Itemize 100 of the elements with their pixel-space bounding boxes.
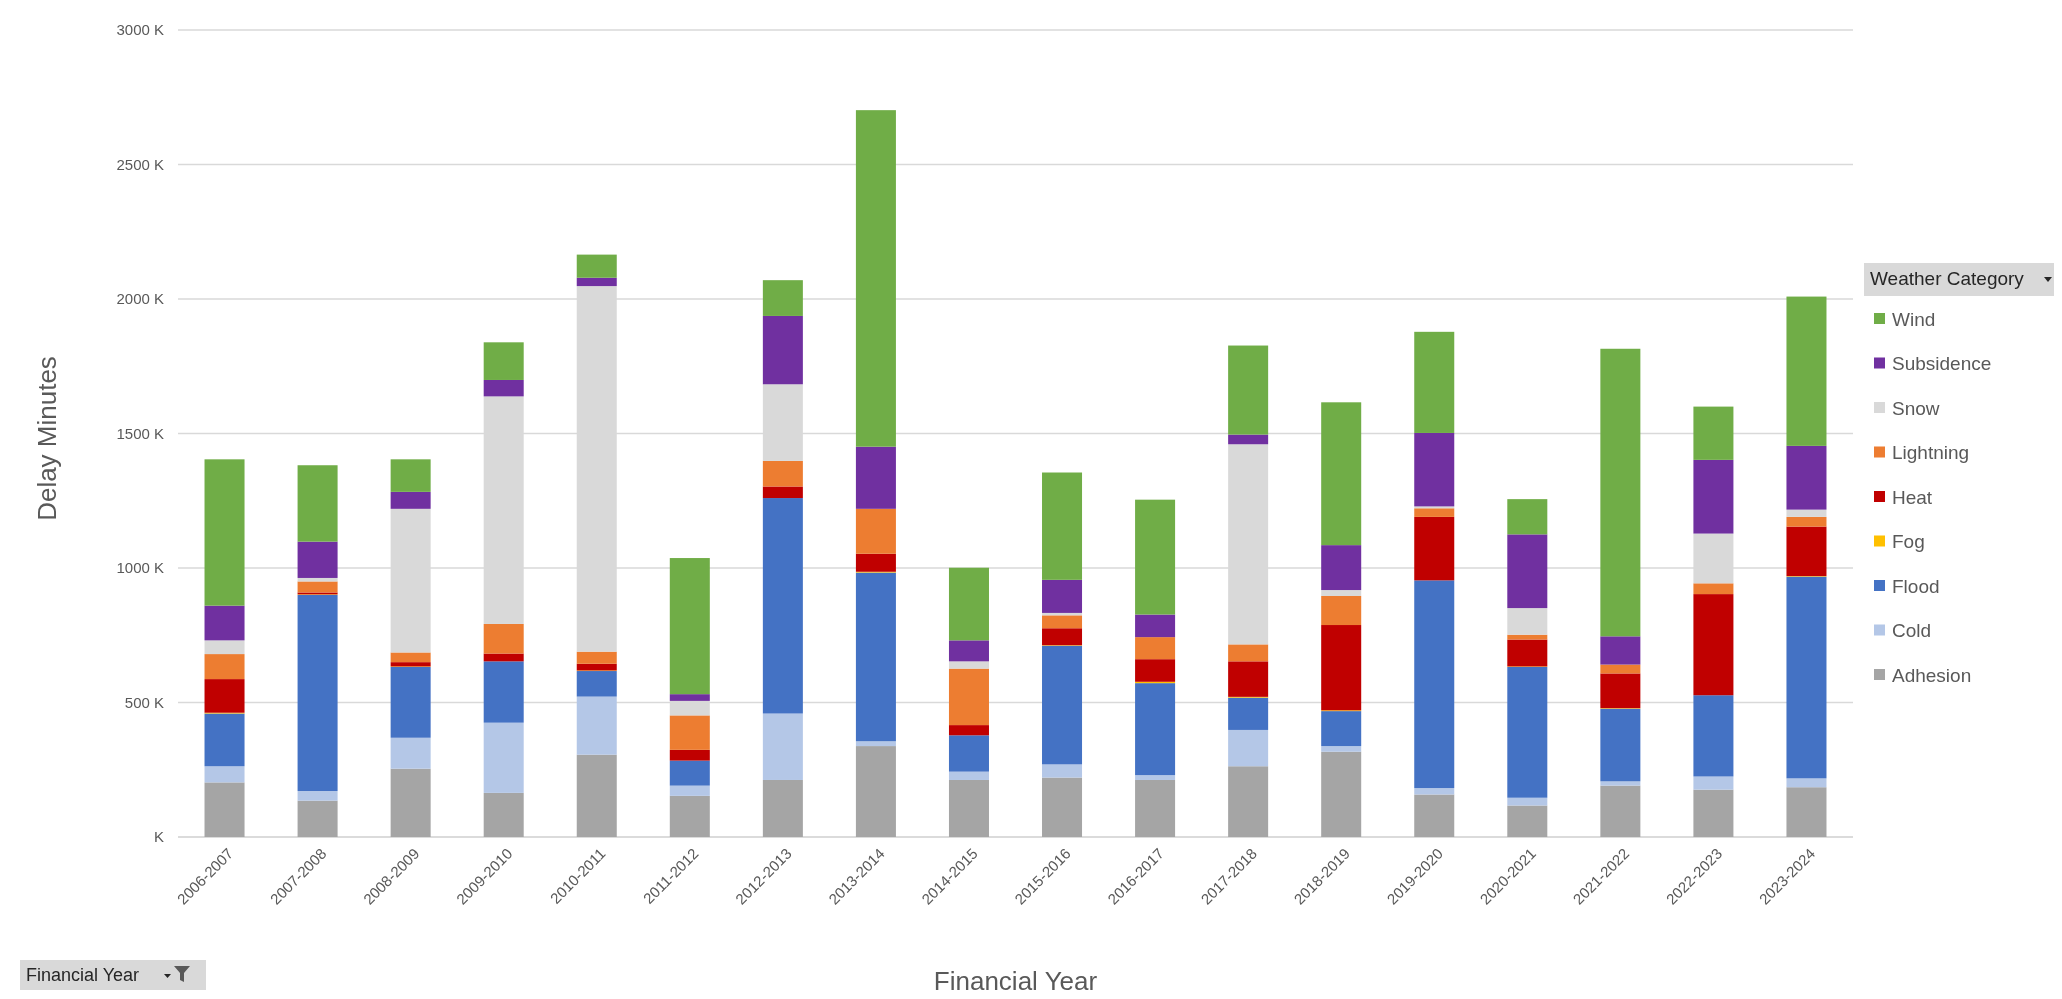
bar bbox=[1228, 644, 1269, 662]
bar bbox=[390, 459, 431, 492]
legend-title: Weather Category bbox=[1870, 268, 2025, 289]
bar bbox=[1321, 402, 1362, 546]
bar bbox=[762, 280, 803, 316]
bar bbox=[762, 315, 803, 385]
bar bbox=[855, 741, 896, 747]
x-axis-title: Financial Year bbox=[933, 966, 1098, 996]
bar bbox=[576, 671, 617, 697]
bar bbox=[204, 459, 245, 606]
bar bbox=[297, 465, 338, 542]
bar bbox=[576, 651, 617, 664]
bar bbox=[1693, 776, 1734, 790]
bar bbox=[483, 653, 524, 662]
bar bbox=[1135, 683, 1176, 776]
bar bbox=[669, 715, 710, 750]
bar bbox=[669, 749, 710, 761]
bar bbox=[855, 508, 896, 554]
bar bbox=[1228, 766, 1269, 837]
bar bbox=[483, 722, 524, 793]
bar bbox=[1693, 695, 1734, 777]
bar bbox=[762, 460, 803, 487]
legend-label: Snow bbox=[1892, 397, 1940, 419]
bar bbox=[1228, 697, 1269, 730]
bar bbox=[204, 766, 245, 783]
y-tick-label: 2500 K bbox=[116, 155, 164, 173]
bar bbox=[576, 696, 617, 755]
bar bbox=[1321, 595, 1362, 626]
bar bbox=[762, 779, 803, 837]
bar bbox=[1786, 778, 1827, 788]
legend-label: Fog bbox=[1892, 531, 1925, 553]
bar bbox=[1042, 472, 1083, 580]
bar bbox=[1042, 645, 1083, 765]
bar bbox=[297, 594, 338, 791]
bar bbox=[1786, 526, 1827, 577]
bar bbox=[1507, 666, 1548, 798]
bar bbox=[855, 446, 896, 509]
bar bbox=[1042, 579, 1083, 613]
bar bbox=[390, 491, 431, 509]
bar bbox=[1414, 580, 1455, 789]
bar bbox=[1321, 751, 1362, 837]
text: Financial Year bbox=[26, 965, 140, 985]
bar bbox=[1042, 764, 1083, 778]
bar bbox=[948, 640, 989, 662]
y-tick-label: 1000 K bbox=[116, 559, 164, 577]
bar bbox=[1786, 296, 1827, 446]
bar bbox=[390, 662, 431, 667]
bar bbox=[948, 567, 989, 641]
bar bbox=[1693, 406, 1734, 460]
bar bbox=[1135, 779, 1176, 837]
legend-label: Wind bbox=[1892, 308, 1936, 330]
bar bbox=[669, 558, 710, 695]
bar bbox=[855, 110, 896, 447]
bar bbox=[1600, 673, 1641, 709]
bar bbox=[1135, 614, 1176, 638]
bar bbox=[1507, 805, 1548, 837]
bar bbox=[483, 379, 524, 397]
bar bbox=[948, 668, 989, 726]
bar bbox=[1786, 787, 1827, 837]
bar bbox=[204, 640, 245, 655]
bar bbox=[576, 754, 617, 837]
bar bbox=[762, 713, 803, 780]
bar bbox=[297, 541, 338, 578]
legend-label: Flood bbox=[1892, 575, 1940, 597]
y-tick-label: K bbox=[153, 828, 164, 846]
bar bbox=[855, 553, 896, 572]
bar bbox=[1228, 434, 1269, 445]
bar bbox=[297, 800, 338, 837]
bar bbox=[1507, 634, 1548, 640]
y-tick-label: 2000 K bbox=[116, 290, 164, 308]
bar bbox=[204, 713, 245, 767]
bar bbox=[669, 694, 710, 701]
bar bbox=[1600, 781, 1641, 786]
legend-label: Adhesion bbox=[1892, 664, 1972, 686]
bar bbox=[1042, 628, 1083, 646]
bar bbox=[1600, 664, 1641, 674]
bar bbox=[948, 771, 989, 780]
bar bbox=[948, 661, 989, 669]
bar bbox=[855, 746, 896, 837]
bar bbox=[1228, 345, 1269, 435]
bar bbox=[1786, 516, 1827, 527]
legend-label: Cold bbox=[1892, 620, 1932, 642]
bar bbox=[297, 581, 338, 593]
bar bbox=[204, 782, 245, 837]
bar bbox=[1414, 508, 1455, 517]
bar bbox=[390, 666, 431, 738]
bar bbox=[1414, 331, 1455, 433]
bar bbox=[1042, 615, 1083, 629]
bar bbox=[390, 768, 431, 837]
bar bbox=[1693, 594, 1734, 696]
bar bbox=[576, 254, 617, 278]
bar bbox=[1600, 348, 1641, 637]
bar bbox=[1042, 777, 1083, 837]
bar bbox=[390, 737, 431, 769]
bar bbox=[669, 760, 710, 786]
y-tick-label: 500 K bbox=[124, 693, 164, 711]
bar bbox=[669, 785, 710, 796]
legend-label: Subsidence bbox=[1892, 353, 1992, 375]
bar bbox=[948, 735, 989, 772]
bar bbox=[1321, 590, 1362, 596]
